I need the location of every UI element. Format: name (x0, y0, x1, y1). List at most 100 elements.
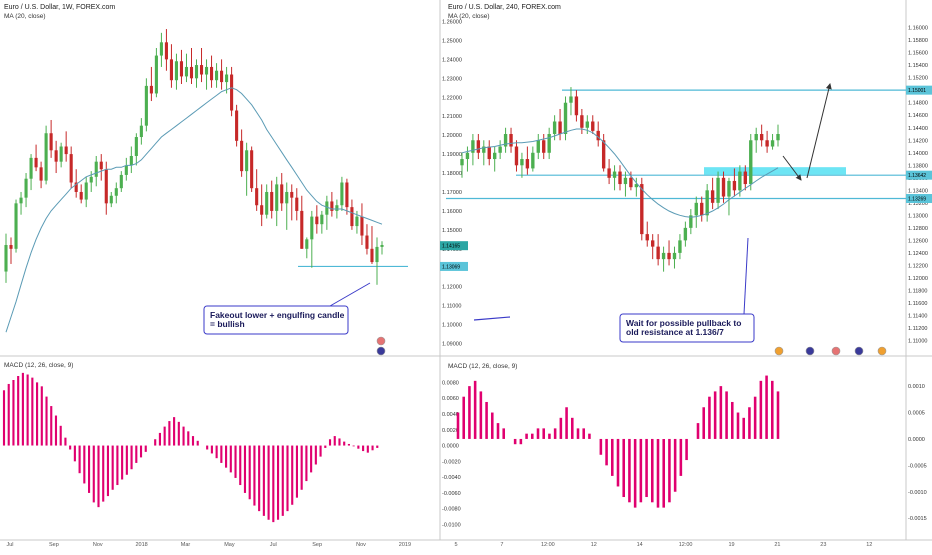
candle[interactable] (667, 252, 671, 260)
candle[interactable] (149, 85, 153, 94)
candle[interactable] (49, 133, 53, 151)
candle[interactable] (250, 150, 254, 189)
candle[interactable] (39, 167, 43, 181)
candle[interactable] (325, 201, 329, 215)
candle[interactable] (114, 188, 118, 196)
pullback-arrow[interactable] (782, 155, 802, 181)
candle[interactable] (64, 146, 68, 155)
candle[interactable] (585, 121, 589, 128)
candle[interactable] (765, 140, 769, 147)
candle[interactable] (355, 216, 359, 227)
candle[interactable] (716, 177, 720, 203)
candle[interactable] (503, 134, 508, 147)
candle[interactable] (29, 157, 33, 179)
candle[interactable] (84, 182, 88, 200)
candle[interactable] (721, 177, 726, 197)
candle[interactable] (514, 146, 519, 166)
candle[interactable] (727, 180, 731, 197)
candle[interactable] (154, 55, 158, 94)
candle[interactable] (525, 159, 530, 169)
candle[interactable] (640, 184, 644, 235)
candle[interactable] (270, 191, 274, 211)
candle[interactable] (759, 134, 764, 141)
candle[interactable] (164, 42, 168, 60)
candle[interactable] (104, 169, 108, 204)
candle[interactable] (591, 121, 595, 131)
candle[interactable] (350, 207, 354, 227)
candle[interactable] (74, 182, 78, 192)
candle[interactable] (220, 70, 224, 83)
candle[interactable] (24, 178, 28, 198)
candle[interactable] (547, 134, 551, 153)
candle[interactable] (305, 239, 309, 249)
candle[interactable] (558, 121, 562, 135)
candle[interactable] (109, 195, 113, 204)
candle[interactable] (275, 184, 279, 211)
candle[interactable] (290, 191, 294, 198)
candle[interactable] (285, 191, 289, 204)
candle[interactable] (134, 137, 138, 156)
candle[interactable] (542, 140, 546, 153)
candle[interactable] (743, 171, 747, 185)
target-arrow[interactable] (806, 83, 832, 179)
candle[interactable] (255, 188, 259, 206)
right-chart-pane[interactable]: Euro / U.S. Dollar, 240, FOREX.com MA (2… (446, 0, 932, 548)
candle[interactable] (493, 152, 497, 160)
candle[interactable] (552, 121, 557, 135)
candle[interactable] (315, 216, 319, 225)
candle[interactable] (656, 246, 660, 260)
candle[interactable] (645, 234, 649, 241)
candle[interactable] (776, 134, 780, 141)
candle[interactable] (623, 177, 628, 185)
candle[interactable] (661, 252, 666, 260)
candle[interactable] (280, 184, 284, 204)
candle[interactable] (580, 115, 584, 128)
candle[interactable] (159, 42, 163, 56)
split-icon[interactable] (805, 346, 815, 356)
candle[interactable] (700, 202, 704, 216)
candle[interactable] (69, 154, 73, 183)
candle[interactable] (375, 246, 379, 263)
candle[interactable] (335, 205, 339, 211)
candle[interactable] (300, 210, 304, 249)
candle[interactable] (144, 85, 148, 126)
candle[interactable] (44, 133, 48, 181)
candle[interactable] (139, 125, 143, 138)
candle[interactable] (563, 102, 568, 135)
right-annotation-box[interactable]: Wait for possible pullback to old resista… (619, 313, 755, 343)
candle[interactable] (235, 110, 239, 141)
candle[interactable] (345, 182, 349, 208)
candle[interactable] (476, 140, 481, 153)
candle[interactable] (365, 235, 369, 249)
candle[interactable] (204, 66, 209, 75)
candle[interactable] (225, 74, 229, 83)
candle[interactable] (184, 66, 189, 77)
candle[interactable] (129, 155, 133, 166)
split-icon[interactable] (376, 346, 386, 356)
candle[interactable] (230, 74, 234, 111)
candle[interactable] (360, 216, 364, 236)
candle[interactable] (536, 140, 540, 153)
candle[interactable] (629, 177, 633, 188)
candle[interactable] (94, 161, 98, 177)
candle[interactable] (683, 227, 688, 241)
candle[interactable] (340, 182, 344, 206)
candle[interactable] (124, 165, 128, 175)
candle[interactable] (601, 140, 606, 169)
candle[interactable] (189, 66, 194, 79)
candle[interactable] (54, 150, 58, 162)
candle[interactable] (9, 245, 13, 249)
candle[interactable] (569, 96, 573, 103)
candle[interactable] (672, 252, 677, 260)
candle[interactable] (694, 202, 698, 216)
candle[interactable] (689, 215, 693, 228)
candle[interactable] (482, 146, 486, 153)
candle[interactable] (240, 140, 244, 172)
candle[interactable] (607, 168, 611, 178)
candle[interactable] (245, 150, 249, 172)
candle[interactable] (634, 184, 639, 188)
candle[interactable] (705, 190, 709, 216)
candle[interactable] (209, 66, 214, 81)
retest-zone[interactable] (704, 167, 846, 175)
candle[interactable] (194, 65, 199, 79)
